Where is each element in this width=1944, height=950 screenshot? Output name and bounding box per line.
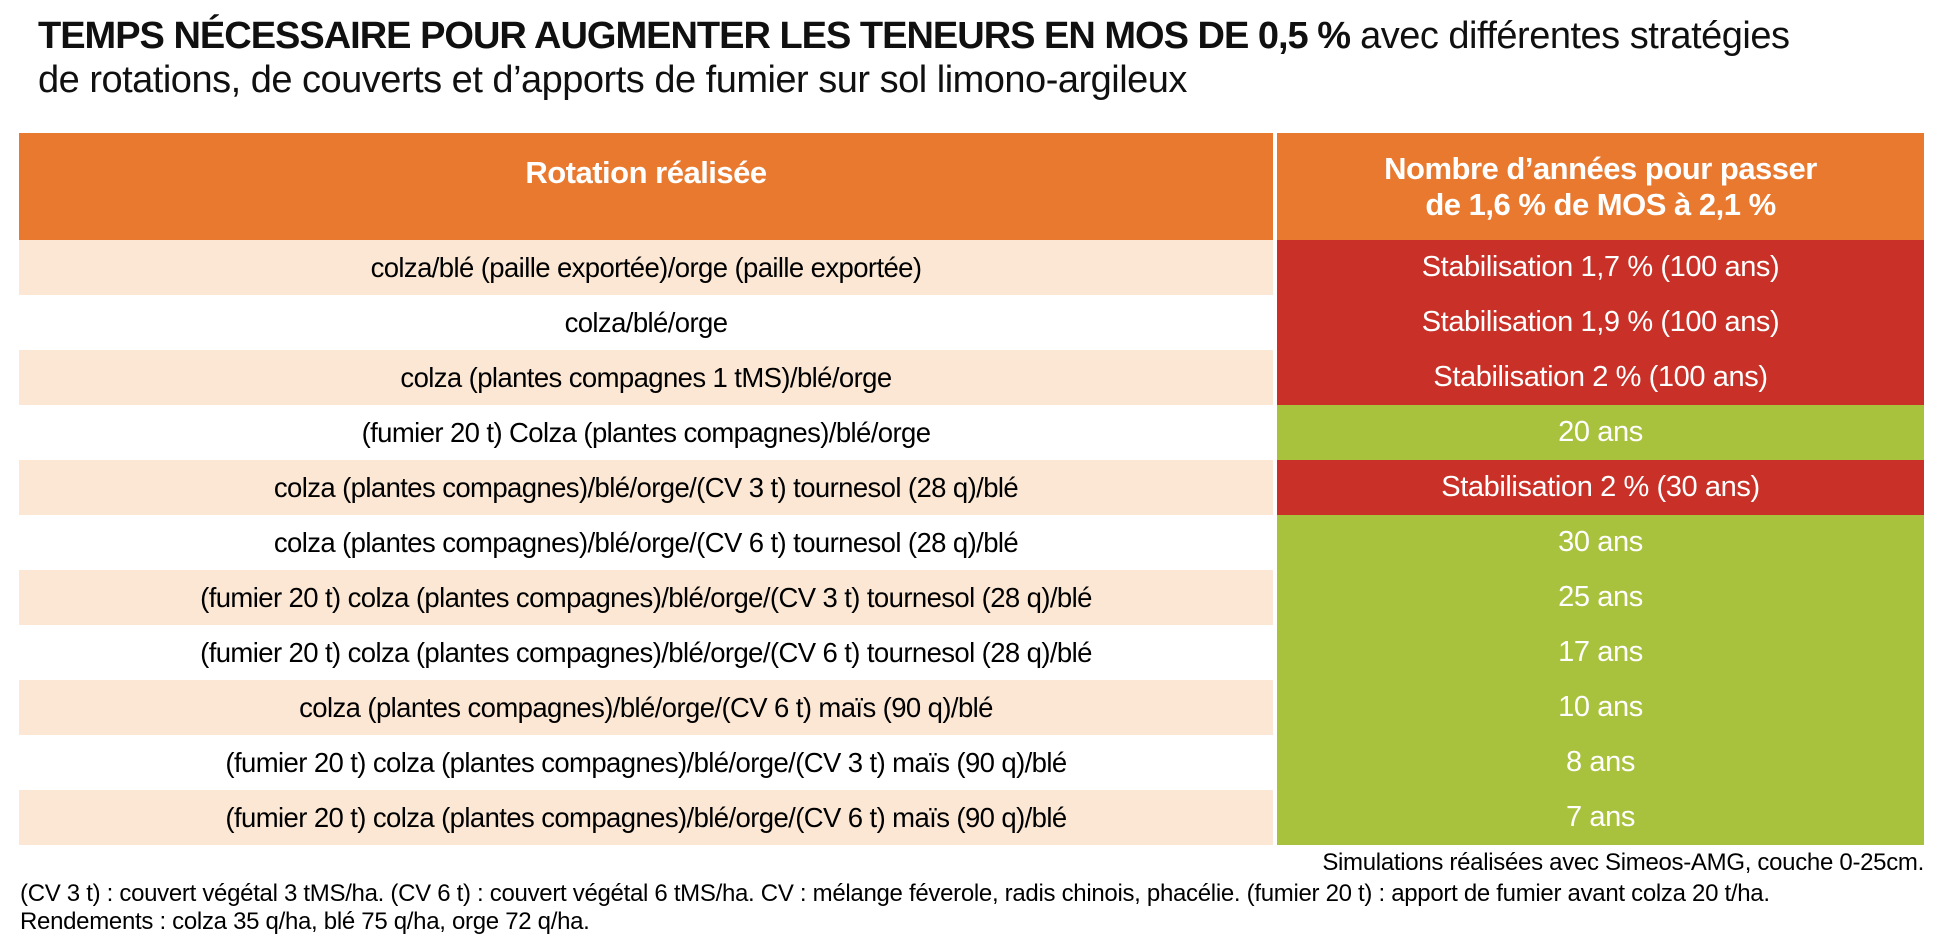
rotation-cell: (fumier 20 t) colza (plantes compagnes)/…	[19, 735, 1273, 790]
result-cell: 7 ans	[1277, 790, 1924, 845]
result-cell: 30 ans	[1277, 515, 1924, 570]
column-header-years-line1: Nombre d’années pour passer	[1384, 150, 1817, 186]
rotation-column: Rotation réalisée colza/blé (paille expo…	[19, 133, 1273, 845]
result-cell: 8 ans	[1277, 735, 1924, 790]
rotation-cell: colza (plantes compagnes)/blé/orge/(CV 6…	[19, 515, 1273, 570]
result-cell: 25 ans	[1277, 570, 1924, 625]
result-cell: 17 ans	[1277, 625, 1924, 680]
column-header-rotation: Rotation réalisée	[19, 133, 1273, 240]
page-title-bold: TEMPS NÉCESSAIRE POUR AUGMENTER LES TENE…	[38, 15, 1351, 57]
rotation-cell: colza (plantes compagnes)/blé/orge/(CV 3…	[19, 460, 1273, 515]
result-cell: Stabilisation 2 % (100 ans)	[1277, 350, 1924, 405]
result-cell: Stabilisation 1,9 % (100 ans)	[1277, 295, 1924, 350]
rotation-cell: (fumier 20 t) colza (plantes compagnes)/…	[19, 570, 1273, 625]
page-title-line2: de rotations, de couverts et d’apports d…	[38, 59, 1187, 102]
column-header-years: Nombre d’années pour passer de 1,6 % de …	[1277, 133, 1924, 240]
column-header-years-line2: de 1,6 % de MOS à 2,1 %	[1425, 186, 1776, 222]
result-cell: Stabilisation 1,7 % (100 ans)	[1277, 240, 1924, 295]
rotation-cell: colza (plantes compagnes)/blé/orge/(CV 6…	[19, 680, 1273, 735]
rotation-cell: (fumier 20 t) Colza (plantes compagnes)/…	[19, 405, 1273, 460]
footnote-simulations: Simulations réalisées avec Simeos-AMG, c…	[1322, 849, 1924, 876]
footnote-yields: Rendements : colza 35 q/ha, blé 75 q/ha,…	[20, 908, 590, 935]
result-cell: Stabilisation 2 % (30 ans)	[1277, 460, 1924, 515]
page-title-line1: TEMPS NÉCESSAIRE POUR AUGMENTER LES TENE…	[38, 14, 1790, 58]
footnote-definitions: (CV 3 t) : couvert végétal 3 tMS/ha. (CV…	[20, 880, 1770, 907]
result-cell: 10 ans	[1277, 680, 1924, 735]
years-column: Nombre d’années pour passer de 1,6 % de …	[1277, 133, 1924, 845]
page-title: TEMPS NÉCESSAIRE POUR AUGMENTER LES TENE…	[38, 14, 1790, 103]
rotation-cell: (fumier 20 t) colza (plantes compagnes)/…	[19, 790, 1273, 845]
rotation-cell: (fumier 20 t) colza (plantes compagnes)/…	[19, 625, 1273, 680]
rotation-cell: colza (plantes compagnes 1 tMS)/blé/orge	[19, 350, 1273, 405]
page-title-regular: avec différentes stratégies	[1350, 15, 1790, 57]
rotation-cell: colza/blé/orge	[19, 295, 1273, 350]
result-cell: 20 ans	[1277, 405, 1924, 460]
rotation-cell: colza/blé (paille exportée)/orge (paille…	[19, 240, 1273, 295]
